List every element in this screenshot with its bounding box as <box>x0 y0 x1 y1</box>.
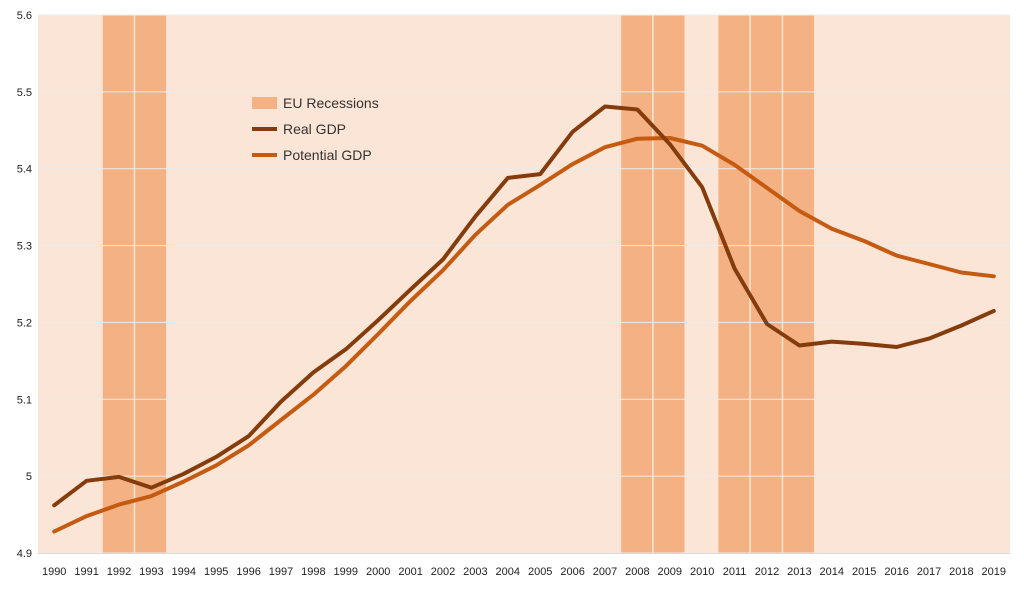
legend: EU Recessions Real GDP Potential GDP <box>252 95 379 163</box>
x-tick-label: 2006 <box>560 566 584 578</box>
x-tick-label: 1996 <box>236 566 260 578</box>
y-tick-label: 4.9 <box>17 548 32 560</box>
x-tick-label: 2002 <box>431 566 455 578</box>
recession-band-2009 <box>653 15 685 553</box>
x-tick-label: 2019 <box>982 566 1006 578</box>
legend-label-real-gdp: Real GDP <box>283 121 346 137</box>
x-axis: 1990 1991 1992 1993 1994 1995 1996 1997 1998 1999… <box>38 553 1010 578</box>
x-tick-label: 1998 <box>301 566 325 578</box>
y-tick-label: 5.3 <box>17 241 32 253</box>
x-tick-label: 2000 <box>366 566 390 578</box>
x-tick-label: 2004 <box>496 566 520 578</box>
x-tick-label: 2007 <box>593 566 617 578</box>
x-tick-label: 2003 <box>463 566 487 578</box>
legend-swatch-eu-recessions <box>252 97 277 109</box>
series-line-real-gdp <box>52 104 996 508</box>
x-tick-label: 1994 <box>172 566 196 578</box>
recession-band-2008 <box>621 15 653 553</box>
x-tick-label: 1990 <box>42 566 66 578</box>
recession-band-2012 <box>750 15 782 553</box>
series-lines <box>52 104 996 534</box>
x-tick-label: 2010 <box>690 566 714 578</box>
x-tick-label: 2015 <box>852 566 876 578</box>
x-tick-label: 1993 <box>139 566 163 578</box>
x-tick-label: 2011 <box>723 566 747 578</box>
x-tick-label: 2013 <box>787 566 811 578</box>
y-tick-label: 5.6 <box>17 10 32 22</box>
recession-band-2013 <box>783 15 815 553</box>
x-tick-label: 2017 <box>917 566 941 578</box>
x-tick-label: 1991 <box>74 566 98 578</box>
x-tick-label: 2016 <box>884 566 908 578</box>
y-tick-label: 5.4 <box>17 164 32 176</box>
x-tick-label: 1999 <box>334 566 358 578</box>
recession-band-1993 <box>135 15 167 553</box>
recession-band-1992 <box>102 15 134 553</box>
x-tick-label: 2005 <box>528 566 552 578</box>
x-tick-label: 1995 <box>204 566 228 578</box>
x-tick-label: 2008 <box>625 566 649 578</box>
series-line-potential-gdp <box>52 136 996 534</box>
x-tick-label: 2009 <box>658 566 682 578</box>
x-tick-label: 1997 <box>269 566 293 578</box>
y-axis: 4.9 5 5.1 5.2 5.3 5.4 5.5 5.6 <box>17 10 32 560</box>
x-tick-label: 2001 <box>398 566 422 578</box>
y-tick-label: 5 <box>26 471 32 483</box>
legend-label-eu-recessions: EU Recessions <box>283 95 379 111</box>
legend-label-potential-gdp: Potential GDP <box>283 147 372 163</box>
x-tick-label: 2014 <box>820 566 844 578</box>
y-tick-label: 5.5 <box>17 87 32 99</box>
y-tick-label: 5.1 <box>17 394 32 406</box>
x-tick-label: 1992 <box>107 566 131 578</box>
x-tick-label: 2012 <box>755 566 779 578</box>
y-tick-label: 5.2 <box>17 317 32 329</box>
x-tick-label: 2018 <box>949 566 973 578</box>
